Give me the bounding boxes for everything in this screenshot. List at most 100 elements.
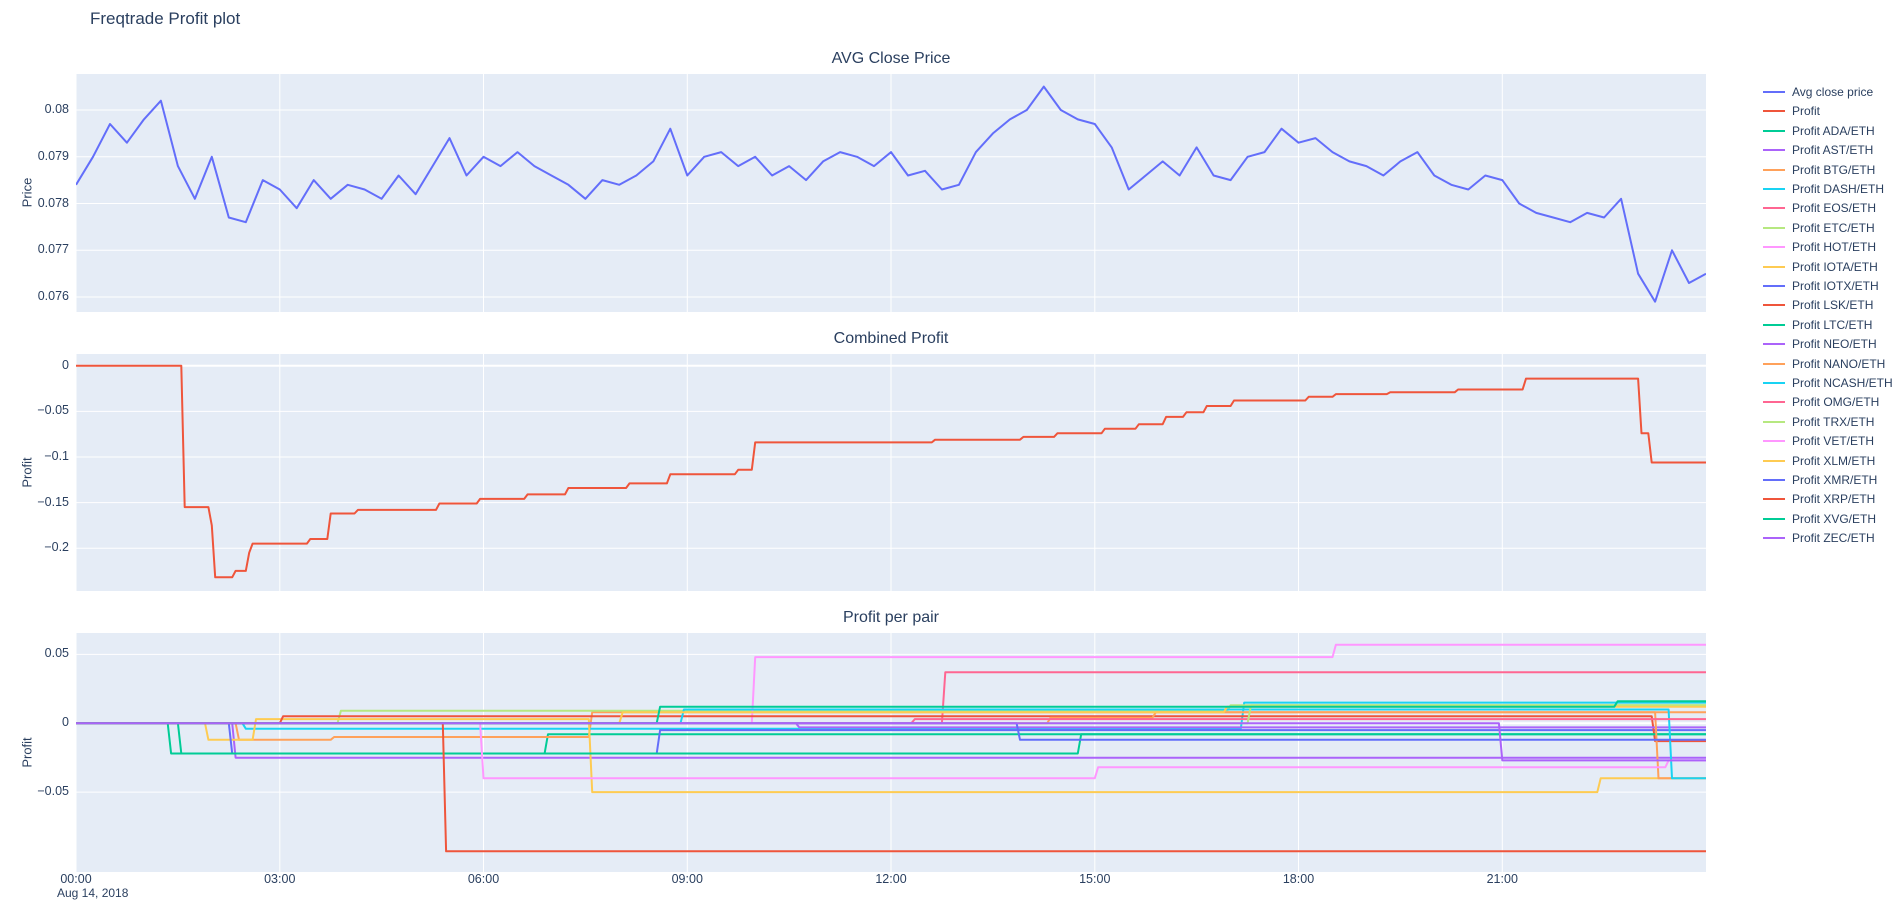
legend-label: Avg close price [1792,85,1874,99]
legend-item-profit-neo-eth[interactable]: Profit NEO/ETH [1762,336,1877,352]
legend-label: Profit NANO/ETH [1792,356,1886,371]
subplot-title-profit-per-pair: Profit per pair [842,609,940,626]
legend-swatch-profit-iotx-eth [1763,285,1785,287]
legend-item-profit-eos-eth[interactable]: Profit EOS/ETH [1762,200,1876,216]
legend-item-profit[interactable]: Profit [1762,103,1820,119]
y-tick-label: 0.079 [37,148,69,163]
legend-item-profit-btg-eth[interactable]: Profit BTG/ETH [1762,162,1875,178]
legend-swatch-avg-close-price [1763,91,1785,93]
legend-item-profit-hot-eth[interactable]: Profit HOT/ETH [1762,239,1876,255]
legend-label: Profit LSK/ETH [1792,298,1874,313]
x-axis-date-label: Aug 14, 2018 [57,886,129,900]
legend-label: Profit XVG/ETH [1792,511,1877,526]
legend-label: Profit ETC/ETH [1792,220,1875,235]
legend-swatch-profit-xvg-eth [1763,517,1785,520]
y-tick-label: 0.076 [37,289,69,304]
x-tick-label: 06:00 [467,872,500,886]
legend-item-profit-zec-eth[interactable]: Profit ZEC/ETH [1762,530,1875,546]
y-tick-label: 0 [62,715,69,730]
legend-label: Profit LTC/ETH [1792,317,1873,332]
legend-label: Profit XLM/ETH [1792,453,1876,468]
legend-item-profit-trx-eth[interactable]: Profit TRX/ETH [1762,414,1874,430]
y-tick-label: 0.05 [44,646,69,661]
legend-label: Profit IOTA/ETH [1792,259,1878,274]
legend-label: Profit [1792,104,1821,119]
legend-item-profit-xmr-eth[interactable]: Profit XMR/ETH [1762,472,1877,488]
legend-swatch-profit-nano-eth [1763,362,1785,365]
x-tick-label: 15:00 [1079,872,1111,886]
y-tick-label: −0.05 [37,403,69,418]
legend-swatch-profit-btg-eth [1763,168,1785,171]
series-profit-vet-eth [76,722,1706,780]
legend-item-profit-lsk-eth[interactable]: Profit LSK/ETH [1762,297,1873,313]
legend-item-profit-xlm-eth[interactable]: Profit XLM/ETH [1762,453,1875,469]
profit-per-pair-plot-area[interactable] [76,633,1706,872]
legend-label: Profit ADA/ETH [1792,123,1875,138]
legend-swatch-profit-dash-eth [1763,188,1785,190]
series-profit [76,364,1706,579]
y-tick-label: −0.1 [44,449,69,463]
y-tick-label: −0.2 [44,540,69,555]
legend-swatch-profit-ncash-eth [1763,382,1785,384]
combined-profit-plot-area[interactable] [76,354,1706,591]
legend-label: Profit XRP/ETH [1792,492,1876,507]
x-tick-label: 09:00 [671,872,703,886]
legend-swatch-profit-lsk-eth [1763,304,1785,307]
y-tick-label: 0 [62,357,69,372]
legend-swatch-profit-omg-eth [1763,401,1785,404]
legend-swatch-profit [1763,110,1785,113]
x-tick-label: 21:00 [1486,872,1518,886]
legend-label: Profit NEO/ETH [1792,337,1877,352]
legend-item-profit-iotx-eth[interactable]: Profit IOTX/ETH [1762,278,1879,294]
legend-swatch-profit-hot-eth [1763,246,1785,249]
legend-swatch-profit-etc-eth [1763,226,1785,229]
legend-label: Profit EOS/ETH [1792,201,1877,216]
legend-label: Profit VET/ETH [1792,434,1875,449]
y-tick-label: 0.077 [37,242,69,257]
legend-swatch-profit-xrp-eth [1763,498,1785,501]
legend-label: Profit OMG/ETH [1792,395,1880,410]
legend-label: Profit XMR/ETH [1792,473,1878,487]
series-profit-iota-eth [76,718,1706,794]
legend-swatch-profit-ltc-eth [1763,323,1785,326]
series-avg-close-price [76,85,1706,303]
legend-swatch-profit-xmr-eth [1763,479,1785,481]
legend-swatch-profit-ast-eth [1763,149,1785,152]
series-profit-zec-eth [76,722,1706,762]
legend-swatch-profit-iota-eth [1763,265,1785,268]
subplot-title-avg-close-price: AVG Close Price [831,50,951,67]
legend-swatch-profit-xlm-eth [1763,459,1785,462]
legend-item-profit-etc-eth[interactable]: Profit ETC/ETH [1762,220,1875,236]
legend-label: Profit IOTX/ETH [1792,279,1879,293]
legend-item-profit-omg-eth[interactable]: Profit OMG/ETH [1762,394,1879,410]
x-tick-label: 12:00 [875,872,907,886]
legend-label: Profit NCASH/ETH [1792,376,1893,390]
legend-swatch-profit-zec-eth [1763,537,1785,540]
y-tick-label: −0.05 [37,784,69,799]
legend-item-profit-vet-eth[interactable]: Profit VET/ETH [1762,433,1874,449]
legend-label: Profit ZEC/ETH [1792,531,1875,546]
avg-close-price-plot-area[interactable] [76,74,1706,312]
x-tick-label: 00:00 [60,872,92,886]
subplot-title-combined-profit: Combined Profit [833,330,949,347]
y-tick-label: 0.078 [37,195,69,210]
legend-label: Profit BTG/ETH [1792,162,1876,177]
legend-item-profit-ncash-eth[interactable]: Profit NCASH/ETH [1762,375,1893,391]
legend-item-profit-ada-eth[interactable]: Profit ADA/ETH [1762,123,1875,139]
legend-item-profit-xvg-eth[interactable]: Profit XVG/ETH [1762,511,1876,527]
legend-swatch-profit-vet-eth [1763,440,1785,443]
legend-item-profit-nano-eth[interactable]: Profit NANO/ETH [1762,356,1885,372]
legend-label: Profit HOT/ETH [1792,240,1877,255]
x-tick-label: 03:00 [264,872,296,886]
legend-item-profit-dash-eth[interactable]: Profit DASH/ETH [1762,181,1884,197]
legend-label: Profit DASH/ETH [1792,182,1885,196]
y-tick-label: −0.15 [37,494,69,509]
legend-swatch-profit-trx-eth [1763,420,1785,423]
legend-item-profit-ltc-eth[interactable]: Profit LTC/ETH [1762,317,1872,333]
legend-item-profit-ast-eth[interactable]: Profit AST/ETH [1762,142,1873,158]
legend-item-avg-close-price[interactable]: Avg close price [1762,84,1873,100]
legend-swatch-profit-neo-eth [1763,343,1785,346]
legend-item-profit-xrp-eth[interactable]: Profit XRP/ETH [1762,491,1875,507]
legend-item-profit-iota-eth[interactable]: Profit IOTA/ETH [1762,259,1878,275]
